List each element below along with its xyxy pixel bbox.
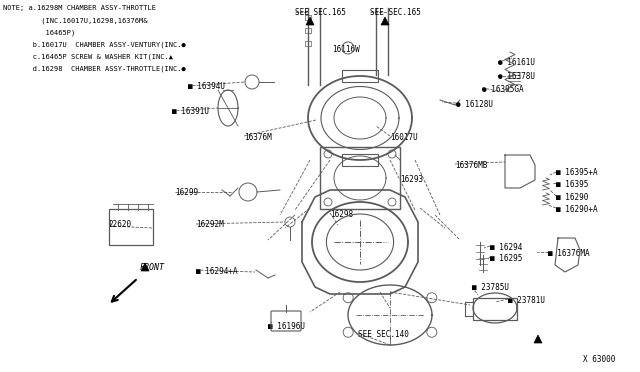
Text: 16293: 16293 — [400, 175, 423, 184]
Text: 22620: 22620 — [108, 220, 131, 229]
Text: ■ 16295: ■ 16295 — [490, 254, 522, 263]
Text: ● 16378U: ● 16378U — [498, 72, 535, 81]
Text: (INC.16017U,16298,16376M&: (INC.16017U,16298,16376M& — [3, 17, 147, 23]
Bar — [305, 41, 311, 46]
Text: ■ 16294: ■ 16294 — [490, 243, 522, 252]
Text: SEE SEC.140: SEE SEC.140 — [358, 330, 409, 339]
Text: d.16298  CHAMBER ASSY-THROTTLE(INC.●: d.16298 CHAMBER ASSY-THROTTLE(INC.● — [3, 65, 186, 71]
Bar — [305, 28, 311, 33]
Text: 16017U: 16017U — [390, 133, 418, 142]
Bar — [342, 70, 378, 82]
Text: X 63000: X 63000 — [583, 355, 616, 364]
Text: 16299: 16299 — [175, 188, 198, 197]
Text: ■ 23785U: ■ 23785U — [472, 283, 509, 292]
Text: ■ 16376MA: ■ 16376MA — [548, 249, 589, 258]
Text: c.16465P SCREW & WASHER KIT(INC.▲: c.16465P SCREW & WASHER KIT(INC.▲ — [3, 53, 173, 60]
Bar — [320, 147, 400, 209]
Text: ■ 16394U: ■ 16394U — [188, 82, 225, 91]
Text: ● 16128U: ● 16128U — [456, 100, 493, 109]
Text: 16465P): 16465P) — [3, 29, 76, 35]
Text: SEE SEC.165: SEE SEC.165 — [295, 8, 346, 17]
Text: ■ 16290+A: ■ 16290+A — [556, 205, 598, 214]
Text: ■ 16391U: ■ 16391U — [172, 107, 209, 116]
Text: b.16017U  CHAMBER ASSY-VENTURY(INC.●: b.16017U CHAMBER ASSY-VENTURY(INC.● — [3, 41, 186, 48]
Text: ● 16161U: ● 16161U — [498, 58, 535, 67]
Text: ■ 16290: ■ 16290 — [556, 193, 588, 202]
Text: FRONT: FRONT — [140, 263, 165, 272]
Bar — [305, 15, 311, 20]
Polygon shape — [534, 335, 542, 343]
Text: ■ 16395+A: ■ 16395+A — [556, 168, 598, 177]
Text: 16116W: 16116W — [332, 45, 360, 54]
Text: 16298: 16298 — [330, 210, 353, 219]
Text: ■ 23781U: ■ 23781U — [508, 296, 545, 305]
Text: 16376M: 16376M — [244, 133, 272, 142]
Text: ■ 16196U: ■ 16196U — [268, 322, 305, 331]
Text: NOTE; a.16298M CHAMBER ASSY-THROTTLE: NOTE; a.16298M CHAMBER ASSY-THROTTLE — [3, 5, 156, 11]
Text: ● 16395GA: ● 16395GA — [482, 85, 524, 94]
Text: ■ 16395: ■ 16395 — [556, 180, 588, 189]
Text: ■ 16294+A: ■ 16294+A — [196, 267, 237, 276]
Text: 16376MB: 16376MB — [455, 161, 488, 170]
Text: SEE SEC.165: SEE SEC.165 — [370, 8, 421, 17]
Polygon shape — [141, 263, 149, 271]
Bar — [473, 298, 517, 320]
Polygon shape — [306, 17, 314, 25]
Text: 16292M: 16292M — [196, 220, 224, 229]
Bar — [342, 154, 378, 166]
Polygon shape — [381, 17, 389, 25]
